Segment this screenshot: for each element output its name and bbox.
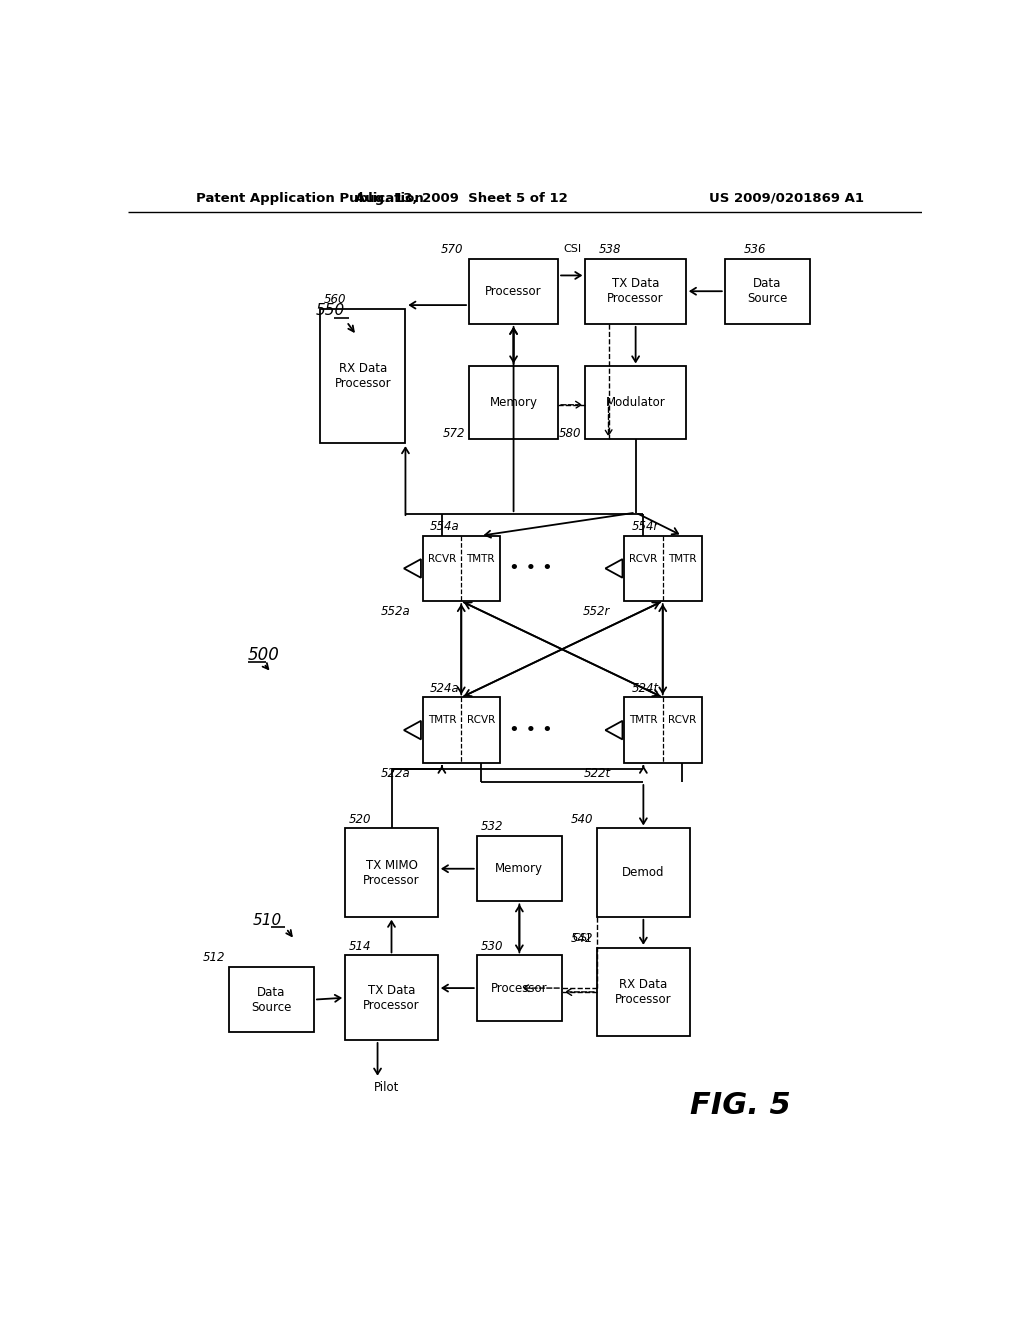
Bar — [597, 829, 690, 917]
Text: RCVR: RCVR — [467, 715, 495, 725]
Text: 570: 570 — [440, 243, 463, 256]
Bar — [345, 956, 438, 1040]
Text: Memory: Memory — [496, 862, 544, 875]
Text: Data
Source: Data Source — [251, 986, 292, 1014]
Bar — [624, 697, 701, 763]
Bar — [597, 948, 690, 1036]
Text: TMTR: TMTR — [428, 715, 456, 725]
Text: Aug. 13, 2009  Sheet 5 of 12: Aug. 13, 2009 Sheet 5 of 12 — [355, 191, 567, 205]
Text: RX Data
Processor: RX Data Processor — [615, 978, 672, 1006]
Bar — [477, 956, 562, 1020]
Bar — [624, 536, 701, 601]
Text: TX MIMO
Processor: TX MIMO Processor — [364, 858, 420, 887]
Text: 532: 532 — [480, 820, 503, 833]
Text: CSI: CSI — [563, 244, 582, 255]
Text: 514: 514 — [349, 940, 372, 953]
Text: RCVR: RCVR — [630, 553, 657, 564]
Bar — [725, 259, 810, 323]
Text: 554r: 554r — [632, 520, 659, 533]
Text: 554a: 554a — [430, 520, 460, 533]
Bar — [228, 966, 314, 1032]
Text: 522a: 522a — [381, 767, 411, 780]
Text: 522t: 522t — [584, 767, 610, 780]
Text: CSI: CSI — [572, 933, 591, 944]
Text: 524a: 524a — [430, 681, 460, 694]
Text: 552r: 552r — [584, 606, 610, 619]
Text: US 2009/0201869 A1: US 2009/0201869 A1 — [710, 191, 864, 205]
Bar — [477, 836, 562, 902]
Text: TMTR: TMTR — [629, 715, 657, 725]
Bar — [586, 367, 686, 440]
Text: 580: 580 — [559, 426, 582, 440]
Text: 530: 530 — [480, 940, 503, 953]
Text: 510: 510 — [252, 913, 282, 928]
Text: 536: 536 — [744, 243, 767, 256]
Text: 560: 560 — [324, 293, 346, 306]
Text: Processor: Processor — [492, 982, 548, 994]
Bar — [321, 309, 406, 444]
Text: 520: 520 — [349, 813, 372, 825]
Text: RCVR: RCVR — [668, 715, 696, 725]
Bar — [423, 697, 500, 763]
Text: RCVR: RCVR — [428, 553, 456, 564]
Bar — [423, 536, 500, 601]
Text: Processor: Processor — [485, 285, 542, 298]
Text: 538: 538 — [599, 243, 622, 256]
Text: • • •: • • • — [509, 560, 553, 577]
Bar — [345, 829, 438, 917]
Text: 500: 500 — [248, 645, 280, 664]
Text: Memory: Memory — [489, 396, 538, 409]
Text: TX Data
Processor: TX Data Processor — [607, 277, 664, 305]
Text: 540: 540 — [570, 813, 593, 825]
Text: 552a: 552a — [381, 606, 411, 619]
Text: Patent Application Publication: Patent Application Publication — [197, 191, 424, 205]
Text: Pilot: Pilot — [374, 1081, 399, 1094]
Text: TMTR: TMTR — [668, 553, 696, 564]
Text: TMTR: TMTR — [466, 553, 495, 564]
Bar — [469, 367, 558, 440]
Text: 550: 550 — [315, 304, 345, 318]
Text: TX Data
Processor: TX Data Processor — [364, 983, 420, 1011]
Bar — [469, 259, 558, 323]
Text: Demod: Demod — [623, 866, 665, 879]
Text: 572: 572 — [442, 426, 465, 440]
Text: Modulator: Modulator — [606, 396, 666, 409]
Text: FIG. 5: FIG. 5 — [690, 1092, 791, 1119]
Text: 524t: 524t — [632, 681, 658, 694]
Text: RX Data
Processor: RX Data Processor — [335, 362, 391, 389]
Text: 512: 512 — [203, 952, 225, 964]
Bar — [586, 259, 686, 323]
Text: 542: 542 — [570, 932, 593, 945]
Text: • • •: • • • — [509, 721, 553, 739]
Text: Data
Source: Data Source — [748, 277, 787, 305]
